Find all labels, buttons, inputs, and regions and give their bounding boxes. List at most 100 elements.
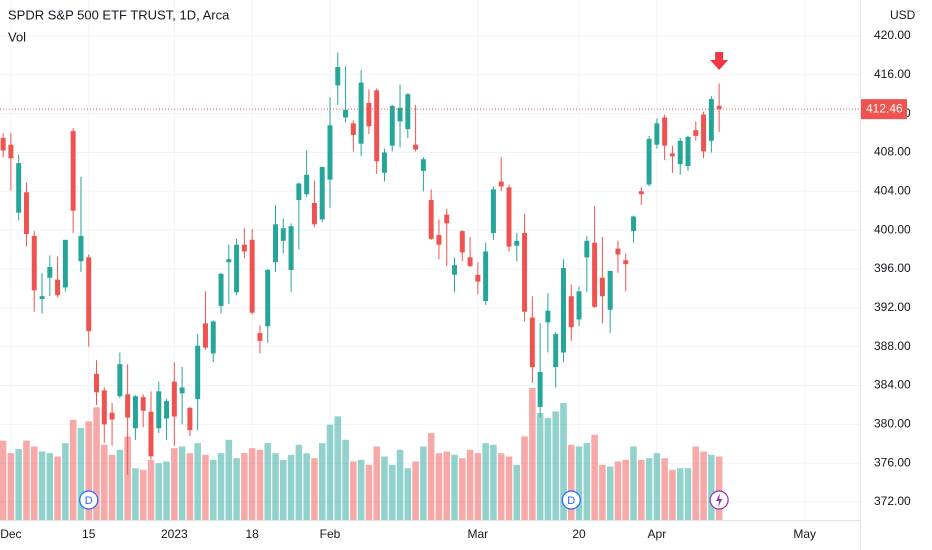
candle-body [86,257,92,332]
candle-body [304,174,310,195]
dividend-label: D [85,495,93,507]
candle-body [319,167,325,220]
volume-bar [217,453,225,520]
candle-body [607,270,613,310]
candle-body [358,82,364,144]
volume-bar [708,454,715,520]
volume-bar [186,453,194,520]
candle-body [537,371,543,407]
y-tick-label: 372.00 [874,494,911,508]
candle-body [241,244,247,252]
candle-body [179,387,185,394]
candle-body [109,412,115,420]
volume-bar [365,464,373,520]
candle-body [514,240,520,246]
volume-bar [256,449,264,520]
candles [0,52,722,475]
candle-body [327,125,333,180]
volume-bar [155,463,163,520]
volume-bar [132,468,139,520]
candle-body [273,224,279,263]
candle-body [389,105,395,146]
volume-bar [567,444,575,520]
candle-body [210,321,216,354]
candle-body [311,202,317,225]
candle-body [677,140,683,165]
volume-bar [466,449,474,520]
candle-body [265,269,271,327]
annotation-arrow [710,52,729,70]
volume-bar [38,451,46,520]
volume-bar [700,451,707,520]
volume-bar [311,458,318,520]
volume-pane [0,388,723,520]
volume-bar [30,446,38,520]
volume-bar [116,449,124,520]
candle-body [156,391,162,429]
candle-body [171,381,177,417]
x-tick-label: Apr [648,527,667,541]
volume-bar [295,444,303,520]
volume-bar [490,444,497,520]
y-tick-label: 380.00 [874,417,911,431]
volume-bar [459,458,466,520]
volume-bar [482,443,489,520]
volume-bar [684,468,692,520]
volume-bar [280,459,287,520]
x-tick-label: Mar [468,527,489,541]
volume-bar [264,443,271,520]
dividend-marker [561,490,581,510]
volume-bar [373,446,380,520]
volume-bar [62,443,69,520]
y-tick-label: 404.00 [874,183,911,197]
candle-body [335,67,341,86]
candle-body [234,244,240,293]
volume-bar [676,468,684,520]
candle-body [55,279,61,296]
volume-bar [622,459,630,520]
candle-body [592,242,598,307]
candle-body [631,216,637,232]
candle-body [436,234,442,245]
volume-bar [606,466,614,520]
candle-body [218,273,224,306]
volume-bar [342,439,349,520]
candle-body [202,323,208,348]
candle-body [716,105,722,110]
volume-bar [163,461,170,520]
volume-bar [388,464,396,520]
volume-bar [591,434,598,520]
dividend-marker [79,490,99,510]
candle-body [529,317,535,368]
volume-bar [171,448,178,520]
candle-body [483,251,489,302]
volume-bar [420,446,427,520]
candle-body [467,257,473,267]
volume-bar [451,454,458,520]
volume-bar [692,446,700,520]
x-tick-label: 15 [82,527,96,541]
candle-body [249,239,255,313]
volume-bar [202,454,209,520]
candle-body [413,144,419,150]
volume-bar [0,440,7,520]
candle-body [70,131,76,211]
volume-bar [139,469,147,520]
chart-title: SPDR S&P 500 ETF TRUST, 1D, Arca [8,7,230,22]
grid [0,0,860,520]
volume-bar [404,468,412,520]
volume-label: Vol [8,29,26,44]
candle-body [490,189,496,234]
candle-body [164,401,170,419]
candle-body [94,373,99,393]
volume-bar [583,443,591,520]
y-tick-label: 416.00 [874,67,911,81]
candle-body [78,235,84,262]
volume-bar [194,443,201,520]
volume-bar [178,446,186,520]
currency-label: USD [890,8,916,22]
y-tick-label: 400.00 [874,222,911,236]
candle-body [62,239,68,288]
